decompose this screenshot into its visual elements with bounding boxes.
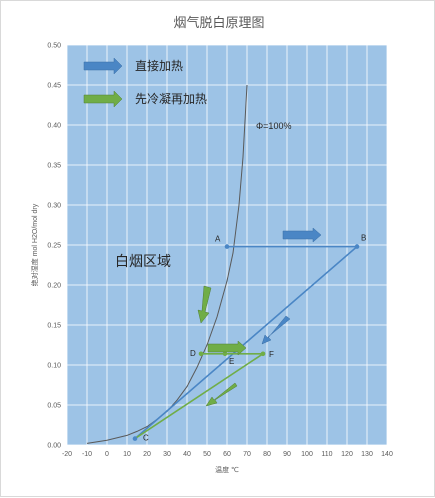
x-tick-label: 110 [321,451,332,458]
y-tick-label: 0.10 [47,363,61,370]
y-tick-label: 0.50 [47,43,61,50]
y-tick-label: 0.05 [47,403,61,410]
y-tick-label: 0.30 [47,203,61,210]
x-tick-label: -10 [82,451,92,458]
x-tick-label: 90 [283,451,291,458]
x-tick-label: 70 [243,451,251,458]
x-tick-label: 100 [301,451,313,458]
x-tick-label: -20 [62,451,72,458]
state-point-label-a: A [215,235,221,244]
x-tick-label: 10 [123,451,131,458]
saturation-curve [86,84,248,444]
white-smoke-region-label: 白烟区域 [115,253,171,269]
y-tick-label: 0.15 [47,323,61,330]
x-tick-label: 40 [183,451,191,458]
state-point-label-f: F [269,350,274,359]
state-point-f [260,351,266,357]
y-tick-label: 0.00 [47,443,61,450]
y-tick-labels: 0.00 0.05 0.10 0.15 0.20 0.25 0.30 0.35 0.40 0.45… [47,43,61,450]
x-tick-label: 140 [381,451,393,458]
chart-title: 烟气脱白原理图 [173,15,264,30]
arrow-blue-a-to-b [282,227,322,243]
process-line [134,245,358,440]
state-point-e [222,351,228,357]
saturation-curve-label: Φ=100% [256,121,291,131]
state-points: A B C D E F [132,234,366,443]
x-tick-label: 0 [105,451,109,458]
y-tick-label: 0.25 [47,243,61,250]
legend-arrow-blue [83,57,123,75]
state-point-c [132,436,138,441]
state-point-d [198,351,204,357]
legend-arrow-green [83,90,123,108]
y-tick-label: 0.35 [47,163,61,170]
x-tick-label: 50 [203,451,211,458]
y-tick-label: 0.40 [47,123,61,130]
state-point-a [224,244,230,249]
state-point-label-e: E [229,357,234,366]
x-tick-label: 30 [163,451,171,458]
state-point-b [354,244,360,249]
x-tick-label: 130 [361,451,373,458]
y-tick-label: 0.20 [47,283,61,290]
arrow-blue-b-to-c [261,315,291,345]
x-tick-label: 20 [143,451,151,458]
x-tick-label: 120 [341,451,353,458]
state-point-label-b: B [361,234,366,243]
legend-label-direct-heating: 直接加热 [135,58,183,73]
legend-item-direct-heating: 直接加热 [83,57,183,75]
state-point-label-c: C [143,434,149,443]
arrow-green-f-to-c [205,382,238,407]
legend-label-condense-reheat: 先冷凝再加热 [135,91,207,106]
x-axis-label: 温度 ℃ [215,465,239,474]
process-line [134,353,264,440]
x-tick-label: 80 [263,451,271,458]
state-point-label-d: D [190,349,196,358]
legend: 直接加热 先冷凝再加热 [83,57,207,108]
y-tick-label: 0.45 [47,83,61,90]
process-lines [134,245,358,440]
arrow-green-a-to-d [197,285,212,324]
legend-item-condense-reheat: 先冷凝再加热 [83,90,207,108]
y-axis-label: 绝对湿度 mol H2O/mol dry [30,203,39,286]
x-tick-label: 60 [223,451,231,458]
arrow-green-d-to-f [207,340,247,356]
x-tick-labels: -20 -10 0 10 20 30 40 50 60 70 80 90 100 110 120 130 140 [62,451,393,458]
